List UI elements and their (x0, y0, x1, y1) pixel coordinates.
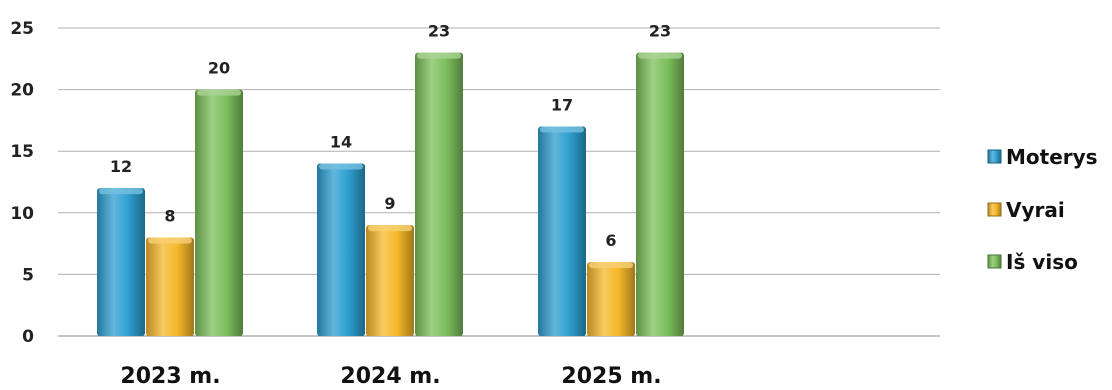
y-tick-label: 20 (10, 81, 34, 101)
bar-top-highlight (319, 163, 363, 170)
bar-top-highlight (417, 52, 461, 59)
data-label: 8 (164, 206, 175, 225)
legend-swatch (987, 254, 1002, 269)
data-label: 12 (110, 157, 132, 176)
legend-label: Moterys (1006, 145, 1098, 169)
bar-top-highlight (540, 126, 584, 133)
data-label: 9 (384, 194, 395, 213)
bar-vyrai-1 (366, 225, 414, 336)
category-label: 2023 m. (120, 364, 220, 389)
bar-top-highlight (197, 89, 241, 96)
bar-top-highlight (99, 188, 143, 195)
category-label: 2025 m. (561, 364, 661, 389)
bar-top-highlight (638, 52, 682, 59)
bar-top-highlight (589, 262, 633, 269)
bar-top-highlight (148, 237, 192, 244)
bar-i-viso-2 (636, 52, 684, 336)
legend-label: Vyrai (1006, 198, 1065, 222)
legend-swatch (987, 202, 1002, 217)
data-labels: 12 8 20 14 9 23 17 6 23 (110, 22, 671, 250)
legend: Moterys Vyrai Iš viso (987, 145, 1098, 274)
y-axis-ticks: 0 5 10 15 20 25 (10, 19, 34, 347)
y-tick-label: 15 (10, 142, 34, 162)
bar-i-viso-1 (415, 52, 463, 336)
legend-swatch (987, 149, 1002, 164)
bar-moterys-0 (97, 188, 145, 336)
data-label: 14 (330, 133, 352, 152)
bar-i-viso-0 (195, 89, 243, 336)
data-label: 6 (605, 231, 616, 250)
y-tick-label: 25 (10, 19, 34, 39)
bar-vyrai-2 (587, 262, 635, 336)
data-label: 17 (551, 96, 573, 115)
bar-top-highlight (368, 225, 412, 232)
category-label: 2024 m. (340, 364, 440, 389)
y-tick-label: 0 (22, 327, 34, 347)
data-label: 23 (649, 22, 671, 41)
y-tick-label: 10 (10, 204, 34, 224)
y-tick-label: 5 (22, 265, 34, 285)
data-label: 20 (208, 59, 230, 78)
x-axis-categories: 2023 m. 2024 m. 2025 m. (120, 364, 661, 389)
bar-vyrai-0 (146, 237, 194, 336)
bar-moterys-2 (538, 126, 586, 336)
bar-moterys-1 (317, 163, 365, 336)
bars (97, 52, 684, 336)
legend-label: Iš viso (1006, 250, 1078, 274)
data-label: 23 (428, 22, 450, 41)
